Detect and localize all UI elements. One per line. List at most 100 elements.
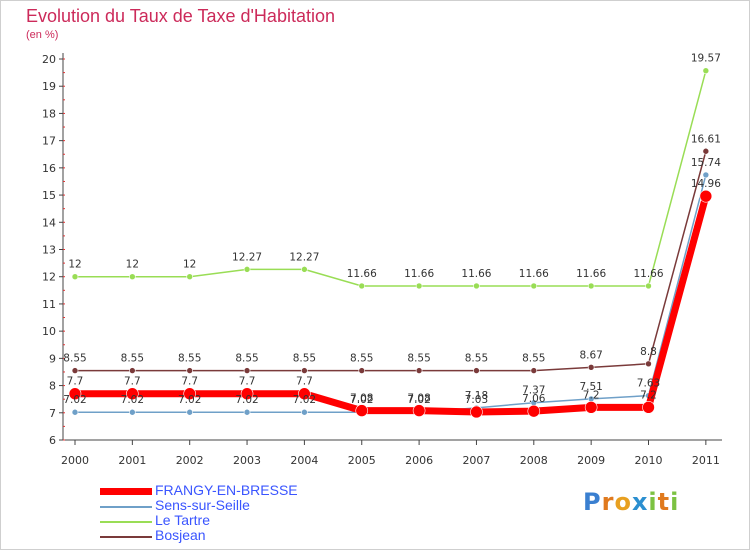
logo-letter: P (583, 488, 602, 516)
data-point (243, 408, 251, 416)
data-point (642, 401, 655, 414)
data-label: 7.02 (407, 394, 430, 406)
legend-label: Bosjean (155, 527, 206, 543)
data-label: 8.55 (63, 353, 86, 365)
x-tick-label: 2009 (577, 454, 605, 467)
y-tick-label: 16 (42, 162, 56, 175)
series-line (75, 195, 710, 416)
logo-letter: i (648, 488, 658, 516)
x-tick-label: 2001 (118, 454, 146, 467)
data-label: 12 (126, 259, 139, 271)
data-point (243, 367, 251, 374)
data-label: 8.55 (407, 353, 430, 365)
series-line (75, 151, 707, 372)
data-point (301, 367, 308, 374)
data-label: 11.66 (633, 268, 663, 280)
data-point (186, 273, 193, 281)
x-tick-label: 2000 (61, 454, 89, 467)
x-tick-label: 2008 (520, 454, 548, 467)
x-tick-label: 2005 (348, 454, 376, 467)
data-label: 11.66 (461, 268, 491, 280)
data-point (183, 387, 196, 401)
data-point (186, 408, 193, 416)
data-point (71, 408, 79, 416)
data-label: 11.66 (404, 268, 434, 280)
data-label: 7.7 (239, 376, 256, 388)
data-label: 7.63 (637, 378, 660, 390)
data-label: 7.02 (178, 394, 201, 406)
data-point (473, 282, 480, 290)
logo-letter: r (601, 488, 615, 516)
chart-subtitle: (en %) (26, 29, 59, 41)
data-label: 11.66 (519, 268, 549, 280)
data-point (699, 189, 713, 203)
data-label: 8.55 (178, 353, 201, 365)
legend-swatch (100, 488, 152, 495)
y-tick-label: 11 (42, 298, 56, 311)
data-label: 11.66 (347, 268, 377, 280)
data-point (68, 387, 82, 401)
data-label: 8.55 (465, 353, 488, 365)
legend-label: FRANGY-EN-BRESSE (155, 482, 298, 498)
logo-letter: i (670, 488, 680, 516)
data-label: 8.8 (640, 346, 657, 358)
data-point (301, 408, 308, 416)
data-label: 7.02 (235, 394, 258, 406)
logo-letter: o (614, 488, 632, 516)
data-label: 16.61 (691, 133, 721, 145)
chart-title: Evolution du Taux de Taxe d'Habitation (26, 6, 335, 26)
legend-label: Le Tartre (155, 512, 210, 528)
data-label: 11.66 (576, 268, 606, 280)
data-point (527, 404, 541, 418)
data-label: 7.02 (293, 394, 316, 406)
data-point (530, 367, 538, 374)
data-label: 8.55 (522, 353, 545, 365)
data-point (129, 273, 136, 281)
data-point (412, 404, 426, 417)
data-point (243, 266, 251, 273)
data-point (129, 408, 136, 416)
data-label: 12 (183, 259, 196, 271)
data-label: 7.02 (63, 394, 86, 406)
data-point (587, 282, 595, 290)
data-label: 7.02 (350, 394, 373, 406)
y-tick-label: 12 (42, 271, 56, 284)
x-tick-label: 2003 (233, 454, 261, 467)
y-tick-label: 19 (42, 80, 56, 93)
data-point (530, 282, 538, 290)
legend-swatch (100, 521, 152, 523)
data-label: 7.7 (67, 376, 84, 388)
data-point (129, 367, 136, 374)
data-label: 7.2 (583, 389, 600, 401)
data-label: 7.37 (522, 385, 545, 397)
legend-swatch (100, 506, 152, 508)
data-label: 7.7 (181, 376, 198, 388)
data-point (126, 387, 139, 401)
data-label: 12.27 (232, 251, 262, 263)
y-tick-label: 18 (42, 107, 56, 120)
data-point (355, 404, 369, 417)
data-point (702, 171, 710, 179)
y-tick-label: 14 (42, 216, 56, 229)
data-label: 8.55 (235, 353, 258, 365)
data-point (645, 360, 652, 368)
data-label: 12 (68, 259, 81, 271)
data-point (358, 367, 366, 374)
x-tick-label: 2010 (635, 454, 663, 467)
y-tick-label: 10 (42, 325, 56, 338)
data-point (645, 282, 652, 290)
logo-letter: x (631, 488, 649, 516)
data-point (702, 67, 710, 75)
logo-letter: t (657, 488, 671, 516)
y-tick-label: 6 (49, 434, 56, 447)
data-point (470, 405, 483, 419)
data-label: 7.7 (124, 376, 141, 388)
data-label: 14.96 (691, 178, 721, 190)
data-label: 7.02 (121, 394, 144, 406)
data-point (301, 266, 308, 273)
data-label: 8.67 (579, 349, 602, 361)
data-label: 7.06 (522, 393, 546, 405)
data-point (298, 387, 311, 401)
data-point (415, 367, 423, 374)
